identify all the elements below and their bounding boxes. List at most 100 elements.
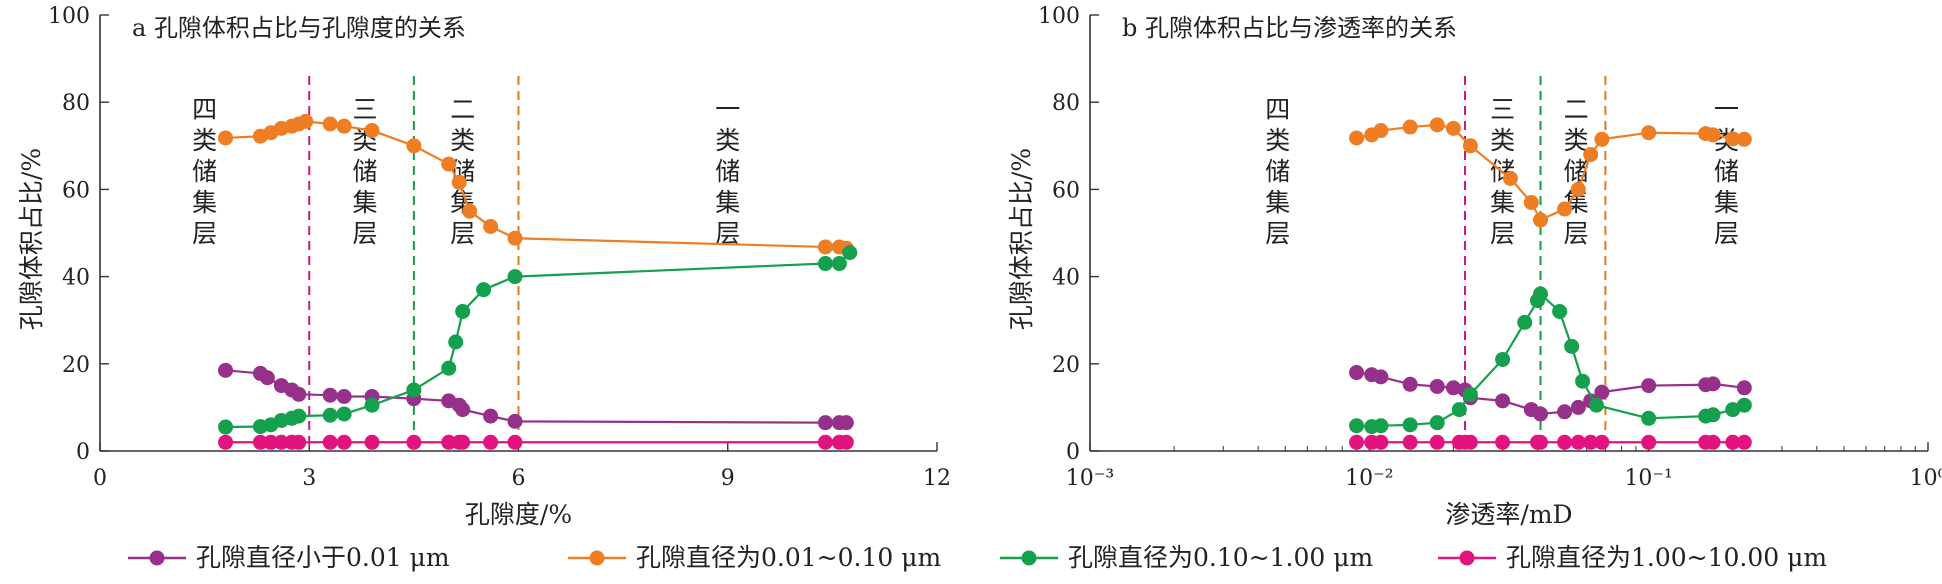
data-point — [1725, 402, 1741, 418]
data-point — [1402, 434, 1418, 450]
data-point — [1517, 314, 1533, 330]
data-point — [1736, 434, 1752, 450]
data-point — [291, 386, 307, 402]
data-point — [1533, 434, 1549, 450]
y-tick-label: 80 — [62, 91, 90, 116]
data-point — [448, 334, 464, 350]
data-point — [1462, 434, 1478, 450]
series-line — [225, 120, 847, 250]
data-point — [1583, 147, 1599, 163]
data-point — [1557, 404, 1573, 420]
data-point — [336, 434, 352, 450]
data-point — [1594, 434, 1610, 450]
zone-label-1: 四类储集层 — [192, 95, 217, 248]
chart-title: b 孔隙体积占比与渗透率的关系 — [1122, 14, 1457, 42]
x-tick-label: 10⁰ — [1910, 466, 1942, 491]
data-point — [1557, 201, 1573, 217]
data-point — [1588, 397, 1604, 413]
data-point — [1594, 131, 1610, 147]
x-tick-label: 9 — [721, 466, 735, 491]
y-tick-label: 100 — [1038, 4, 1080, 29]
legend-label: 孔隙直径小于0.01 μm — [196, 543, 450, 572]
series-line — [1356, 292, 1745, 428]
zone-label-1: 四类储集层 — [1265, 95, 1290, 248]
data-point — [1641, 434, 1657, 450]
data-point — [1373, 369, 1389, 385]
y-tick-label: 80 — [1052, 91, 1080, 116]
data-point — [1736, 397, 1752, 413]
data-point — [364, 434, 380, 450]
x-axis-label: 孔隙度/% — [465, 500, 572, 529]
data-point — [462, 203, 478, 219]
data-point — [1373, 418, 1389, 434]
data-point — [1349, 434, 1365, 450]
zone-label-4: 一类储集层 — [715, 95, 740, 248]
x-axis-label: 渗透率/mD — [1445, 500, 1572, 529]
data-point — [1429, 117, 1445, 133]
data-point — [455, 303, 471, 319]
data-point — [406, 434, 422, 450]
data-point — [1583, 434, 1599, 450]
data-point — [507, 413, 523, 429]
data-point — [1736, 380, 1752, 396]
data-point — [1402, 417, 1418, 433]
legend-label: 孔隙直径为0.10~1.00 μm — [1068, 543, 1373, 572]
data-point — [1570, 434, 1586, 450]
data-point — [1725, 434, 1741, 450]
data-point — [218, 434, 234, 450]
series-4 — [1349, 434, 1752, 450]
data-point — [1495, 393, 1511, 409]
y-tick-label: 20 — [62, 353, 90, 378]
data-point — [441, 434, 457, 450]
data-point — [263, 434, 279, 450]
legend-swatch-marker — [1021, 550, 1037, 566]
data-point — [298, 113, 314, 129]
legend-label: 孔隙直径为0.01~0.10 μm — [636, 543, 941, 572]
data-point — [1373, 123, 1389, 139]
data-point — [1564, 338, 1580, 354]
data-point — [455, 434, 471, 450]
data-point — [1570, 399, 1586, 415]
data-point — [455, 402, 471, 418]
data-point — [218, 130, 234, 146]
data-point — [291, 434, 307, 450]
data-point — [1462, 138, 1478, 154]
data-point — [291, 408, 307, 424]
data-point — [1402, 119, 1418, 135]
data-point — [831, 256, 847, 272]
series-1 — [1349, 365, 1752, 422]
data-point — [1570, 181, 1586, 197]
data-point — [1429, 378, 1445, 394]
data-point — [507, 230, 523, 246]
chart-title: a 孔隙体积占比与孔隙度的关系 — [132, 14, 466, 42]
data-point — [838, 434, 854, 450]
data-point — [507, 434, 523, 450]
series-4 — [218, 434, 854, 450]
data-point — [451, 174, 467, 190]
data-point — [507, 269, 523, 285]
y-axis-label: 孔隙体积占比/% — [17, 148, 46, 330]
x-tick-label: 10⁻¹ — [1624, 466, 1672, 491]
data-point — [322, 387, 338, 403]
y-tick-label: 40 — [1052, 266, 1080, 291]
data-point — [322, 116, 338, 132]
data-point — [1495, 434, 1511, 450]
series-line — [225, 251, 851, 429]
zone-label-2: 三类储集层 — [353, 95, 378, 248]
data-point — [364, 397, 380, 413]
x-tick-label: 6 — [512, 466, 526, 491]
data-point — [1495, 351, 1511, 367]
data-point — [336, 406, 352, 422]
data-point — [817, 434, 833, 450]
data-point — [1533, 286, 1549, 302]
y-tick-label: 100 — [48, 4, 90, 29]
data-point — [336, 389, 352, 404]
data-point — [842, 245, 858, 261]
data-point — [406, 382, 422, 398]
legend: 孔隙直径小于0.01 μm 孔隙直径为0.01~0.10 μm 孔隙直径为0.10~… — [128, 543, 1827, 572]
legend-swatch-marker — [589, 550, 605, 566]
data-point — [1349, 418, 1365, 434]
data-point — [218, 419, 234, 435]
data-point — [817, 415, 833, 431]
